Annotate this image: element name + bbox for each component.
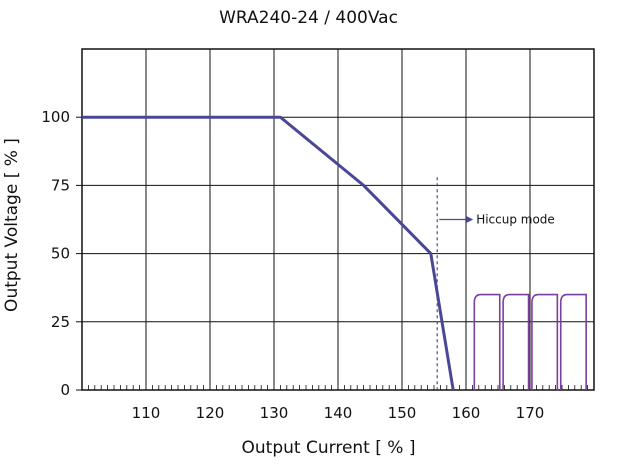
chart-title: WRA240-24 / 400Vac xyxy=(219,8,398,28)
hiccup-pulse xyxy=(473,293,501,390)
y-tick-label: 25 xyxy=(51,313,70,331)
x-tick-label: 110 xyxy=(132,404,161,422)
hiccup-pulse xyxy=(502,293,530,390)
series xyxy=(82,115,455,391)
x-tick-label: 130 xyxy=(260,404,289,422)
y-tick-label: 50 xyxy=(51,245,70,263)
x-axis-label: Output Current [ % ] xyxy=(241,438,416,458)
minor-ticks xyxy=(88,385,588,390)
y-tick-labels: 0 25 50 75 100 xyxy=(41,108,82,399)
x-tick-label: 160 xyxy=(452,404,481,422)
series-line xyxy=(82,115,455,391)
y-tick-label: 100 xyxy=(41,108,70,126)
x-tick-labels: 110 120 130 140 150 160 170 xyxy=(132,404,545,422)
x-tick-label: 140 xyxy=(324,404,353,422)
plot-frame xyxy=(81,48,595,391)
hiccup-label: Hiccup mode xyxy=(476,213,555,227)
x-tick-label: 150 xyxy=(388,404,417,422)
x-tick-label: 170 xyxy=(516,404,545,422)
hiccup-pulse xyxy=(559,293,587,390)
axes xyxy=(81,48,595,391)
x-tick-label: 120 xyxy=(196,404,225,422)
y-tick-label: 0 xyxy=(60,381,70,399)
hiccup-arrow-head xyxy=(466,216,474,223)
y-tick-label: 75 xyxy=(51,176,70,194)
hiccup-pulse xyxy=(531,293,559,390)
hiccup-region: Hiccup mode xyxy=(436,177,587,390)
